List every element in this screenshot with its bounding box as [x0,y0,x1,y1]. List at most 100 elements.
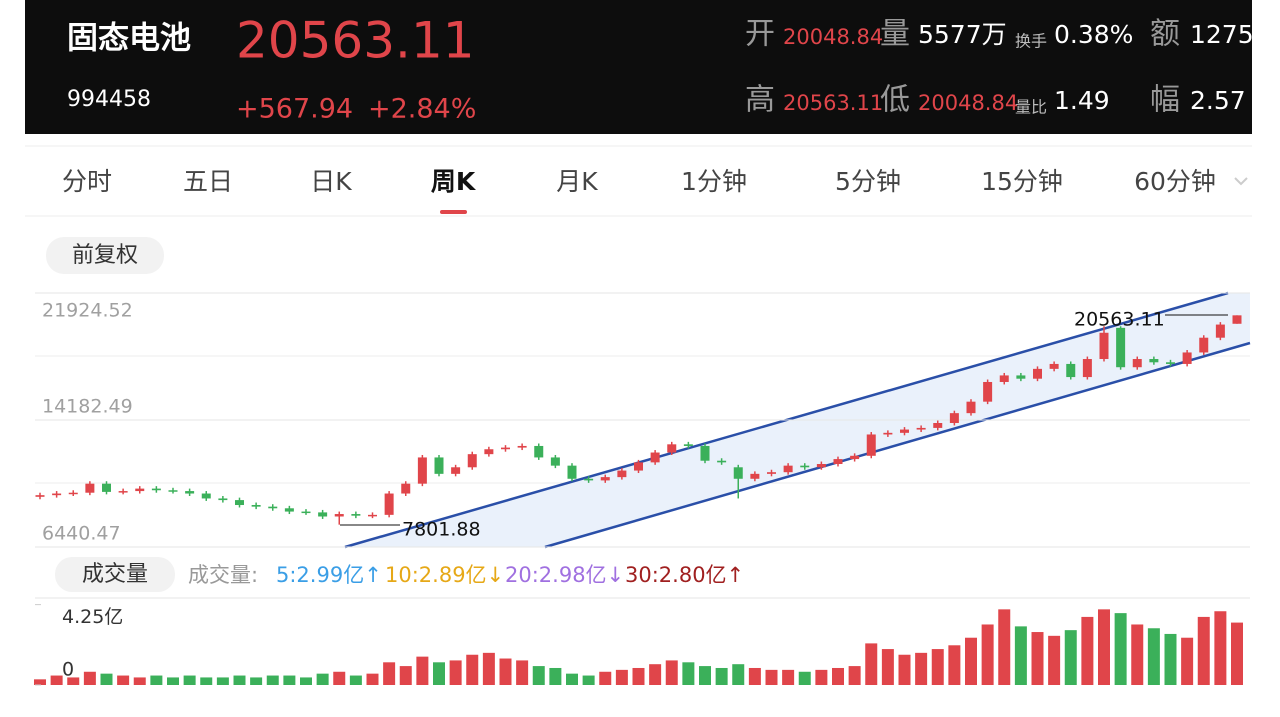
volume-bar [1131,624,1144,685]
candle-body [949,413,959,423]
legend-entry: 10:2.89亿↓ [385,563,504,587]
stat-label: 量 [880,17,910,52]
volume-bar [183,675,196,685]
volume-bar [881,649,894,685]
candle-body [284,508,294,512]
candle-body [1199,337,1209,353]
legend-entry: 成交量: [188,563,258,587]
y-tick-label: 21924.52 [42,300,133,322]
stat-label: 开 [745,17,775,52]
candle-body [1215,324,1225,338]
volume-bar [1214,611,1227,685]
candle-body [135,488,145,492]
volume-bar [266,675,279,685]
candle-body [983,381,993,402]
dropdown-icon[interactable] [1234,177,1248,186]
candle-body [584,478,594,481]
tab[interactable]: 15分钟 [981,167,1063,196]
stat-label: 换手 [1015,32,1047,51]
candle-body [417,457,427,484]
volume-bar [216,677,229,685]
candle-body [733,467,743,479]
candle-body [268,506,278,509]
candle-body [966,401,976,414]
candle-body [767,472,776,474]
tab[interactable]: 分时 [62,167,112,196]
candle-body [816,464,826,468]
volume-bar [1014,626,1027,685]
candle-body [1016,375,1026,379]
tab-indicator [440,210,467,214]
candle-body [451,467,461,474]
volume-bar [732,664,745,685]
y-tick-label: 4.25亿 [62,606,123,628]
tab[interactable]: 日K [310,167,352,196]
volume-bar [83,671,96,685]
volume-bar [1231,622,1243,685]
candle-body [800,465,810,468]
volume-bar [848,666,861,685]
volume-bar [832,667,844,685]
volume-bar [383,662,396,685]
stat-value: 5577万 [918,20,1007,49]
candle-body [833,459,843,465]
candle-body [368,514,377,517]
volume-bar [300,677,312,685]
volume-bar [200,677,213,685]
candle-body [1049,363,1059,369]
candle-body [68,492,78,495]
stat-value: 2.57 [1190,86,1246,115]
candle-body [900,429,909,433]
candle-body [1232,315,1242,324]
candle-body [52,493,62,496]
stat-value: 1275 [1190,20,1254,49]
volume-bar [1031,632,1044,685]
tab-active[interactable]: 周K [431,167,477,196]
tab[interactable]: 1分钟 [681,167,747,196]
volume-bar [416,656,429,685]
volume-bar [1064,630,1077,685]
stat-label: 低 [880,83,910,118]
tab[interactable]: 5分钟 [835,167,901,196]
stat-label: 幅 [1150,83,1180,118]
volume-bar [998,609,1011,685]
candle-body [151,488,161,491]
candle-body [933,422,943,428]
tab[interactable]: 60分钟 [1134,167,1216,196]
volume-bar [283,675,296,685]
volume-bar [1098,609,1110,685]
volume-bar [1181,637,1194,685]
volume-bar [965,637,977,685]
volume-bar [981,624,994,685]
candle-body [600,477,610,481]
candle-body [567,465,577,479]
tab[interactable]: 月K [556,167,598,196]
tabs: 分时 五日 日K 周K 月K 1分钟 5分钟 15分钟 60分钟 [62,167,1248,214]
candle-body [1166,362,1175,364]
volume-bar [67,677,80,685]
candle-body [351,514,361,516]
volume-bar [516,660,529,685]
volume-button[interactable] [55,557,175,592]
candle-body [667,444,677,453]
volume-bar [499,658,512,685]
volume-bar [233,675,246,685]
candle-body [168,490,178,492]
tab[interactable]: 五日 [183,167,233,196]
candle-body [1132,359,1142,368]
volume-title: 成交量 [82,562,148,587]
volume-bar [815,669,828,685]
adjust-button[interactable] [46,237,164,274]
candle-body [650,452,660,463]
volume-bar [482,652,495,685]
volume-bar [133,677,146,685]
volume-bar [931,649,944,685]
stat-label: 高 [745,83,775,118]
legend-entry: 20:2.98亿↓ [505,563,624,587]
volume-bar [366,673,379,685]
candle-body [484,449,494,455]
volume-bar [566,673,578,685]
candle-body [35,495,45,497]
volume-bar [333,671,346,685]
